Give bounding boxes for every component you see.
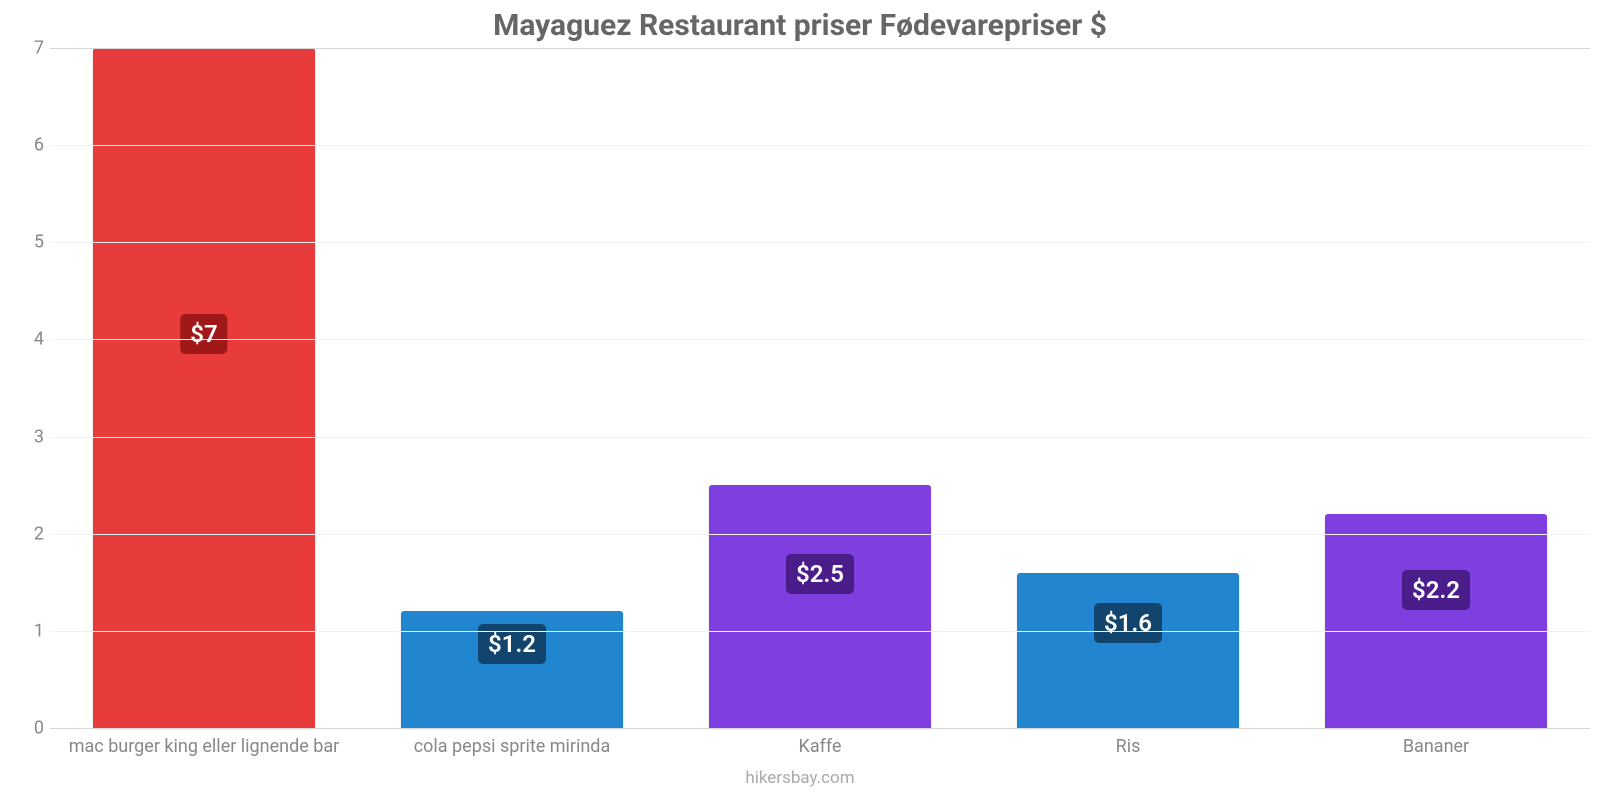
x-tick-label: Bananer (1286, 736, 1586, 758)
bar (709, 485, 931, 728)
axis-line (50, 48, 1590, 49)
grid-line (50, 437, 1590, 438)
grid-line (50, 631, 1590, 632)
axis-line (50, 728, 1590, 729)
bar-value-label: $7 (180, 314, 227, 354)
y-tick-label: 1 (16, 620, 44, 641)
y-tick-label: 6 (16, 135, 44, 156)
x-tick-label: cola pepsi sprite mirinda (362, 736, 662, 758)
x-tick-label: Kaffe (670, 736, 970, 758)
y-tick-label: 3 (16, 426, 44, 447)
bar (1017, 573, 1239, 728)
bar-value-label: $1.6 (1094, 603, 1162, 643)
bars-layer: $7$1.2$2.5$1.6$2.2 (50, 48, 1590, 728)
plot-area: $7$1.2$2.5$1.6$2.2 01234567mac burger ki… (50, 48, 1590, 728)
y-tick-label: 2 (16, 523, 44, 544)
bar-value-label: $2.2 (1402, 570, 1470, 610)
bar-value-label: $2.5 (786, 554, 854, 594)
x-tick-label: mac burger king eller lignende bar (54, 736, 354, 758)
grid-line (50, 534, 1590, 535)
grid-line (50, 145, 1590, 146)
y-tick-label: 0 (16, 718, 44, 739)
grid-line (50, 339, 1590, 340)
bar (93, 48, 315, 728)
price-chart: Mayaguez Restaurant priser Fødevareprise… (0, 0, 1600, 800)
chart-title: Mayaguez Restaurant priser Fødevareprise… (0, 8, 1600, 43)
y-tick-label: 7 (16, 38, 44, 59)
y-tick-label: 5 (16, 232, 44, 253)
x-tick-label: Ris (978, 736, 1278, 758)
bar (1325, 514, 1547, 728)
grid-line (50, 242, 1590, 243)
chart-footer: hikersbay.com (0, 768, 1600, 788)
y-tick-label: 4 (16, 329, 44, 350)
